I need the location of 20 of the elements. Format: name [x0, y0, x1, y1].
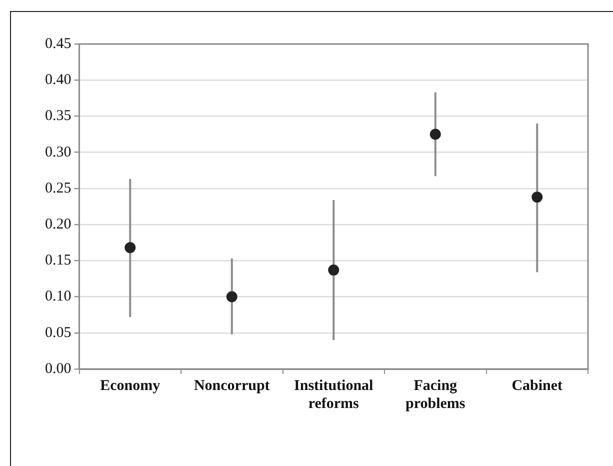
point	[328, 264, 340, 276]
x-tick-label: Economy	[100, 378, 161, 394]
y-tick-label: 0.05	[45, 324, 72, 341]
y-tick-label: 0.20	[45, 216, 72, 232]
x-tick-label: Institutional reforms	[294, 378, 374, 412]
y-tick-label: 0.45	[45, 36, 72, 52]
y-tick-label: 0.25	[45, 180, 72, 196]
y-tick-label: 0.00	[45, 360, 72, 377]
point	[430, 128, 441, 140]
point	[124, 242, 136, 254]
y-tick-label: 0.30	[45, 144, 72, 160]
y-tick-label: 0.10	[45, 288, 72, 305]
point	[532, 192, 543, 203]
y-tick-label: 0.40	[45, 72, 72, 88]
x-tick-label: Noncorrupt	[194, 378, 270, 394]
x-tick-label: Facing problems	[406, 378, 466, 412]
y-tick-label: 0.15	[45, 252, 72, 269]
y-tick-label: 0.35	[45, 108, 72, 124]
x-tick-label: Cabinet	[512, 378, 563, 394]
point	[226, 291, 238, 302]
